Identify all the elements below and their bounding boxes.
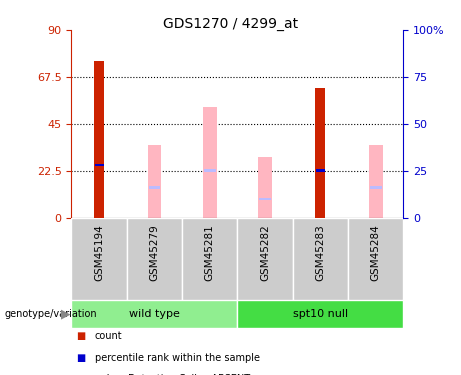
Bar xyxy=(237,217,293,300)
Bar xyxy=(293,217,348,300)
Bar xyxy=(95,164,104,166)
Bar xyxy=(148,186,160,189)
Bar xyxy=(369,145,383,218)
Bar xyxy=(203,107,217,218)
Text: value, Detection Call = ABSENT: value, Detection Call = ABSENT xyxy=(95,374,249,375)
Bar xyxy=(348,217,403,300)
Text: spt10 null: spt10 null xyxy=(293,309,348,319)
Bar xyxy=(148,145,161,218)
Bar xyxy=(71,300,237,328)
Text: GSM45284: GSM45284 xyxy=(371,224,381,281)
Text: ■: ■ xyxy=(76,332,85,341)
Bar xyxy=(204,170,216,172)
Text: GSM45281: GSM45281 xyxy=(205,224,215,281)
Bar xyxy=(94,61,104,217)
Bar xyxy=(370,186,382,189)
Text: GSM45282: GSM45282 xyxy=(260,224,270,281)
Bar xyxy=(259,198,271,200)
Text: genotype/variation: genotype/variation xyxy=(5,309,97,319)
Text: GDS1270 / 4299_at: GDS1270 / 4299_at xyxy=(163,17,298,31)
Text: count: count xyxy=(95,332,122,341)
Bar xyxy=(71,217,127,300)
Text: ▶: ▶ xyxy=(61,308,71,321)
Text: GSM45279: GSM45279 xyxy=(149,224,160,281)
Text: ■: ■ xyxy=(76,353,85,363)
Bar xyxy=(237,300,403,328)
Bar xyxy=(127,217,182,300)
Text: wild type: wild type xyxy=(129,309,180,319)
Text: GSM45194: GSM45194 xyxy=(94,224,104,281)
Text: ■: ■ xyxy=(76,374,85,375)
Bar xyxy=(315,88,325,218)
Bar xyxy=(258,157,272,218)
Text: GSM45283: GSM45283 xyxy=(315,224,325,281)
Text: percentile rank within the sample: percentile rank within the sample xyxy=(95,353,260,363)
Bar xyxy=(316,170,325,172)
Bar xyxy=(182,217,237,300)
